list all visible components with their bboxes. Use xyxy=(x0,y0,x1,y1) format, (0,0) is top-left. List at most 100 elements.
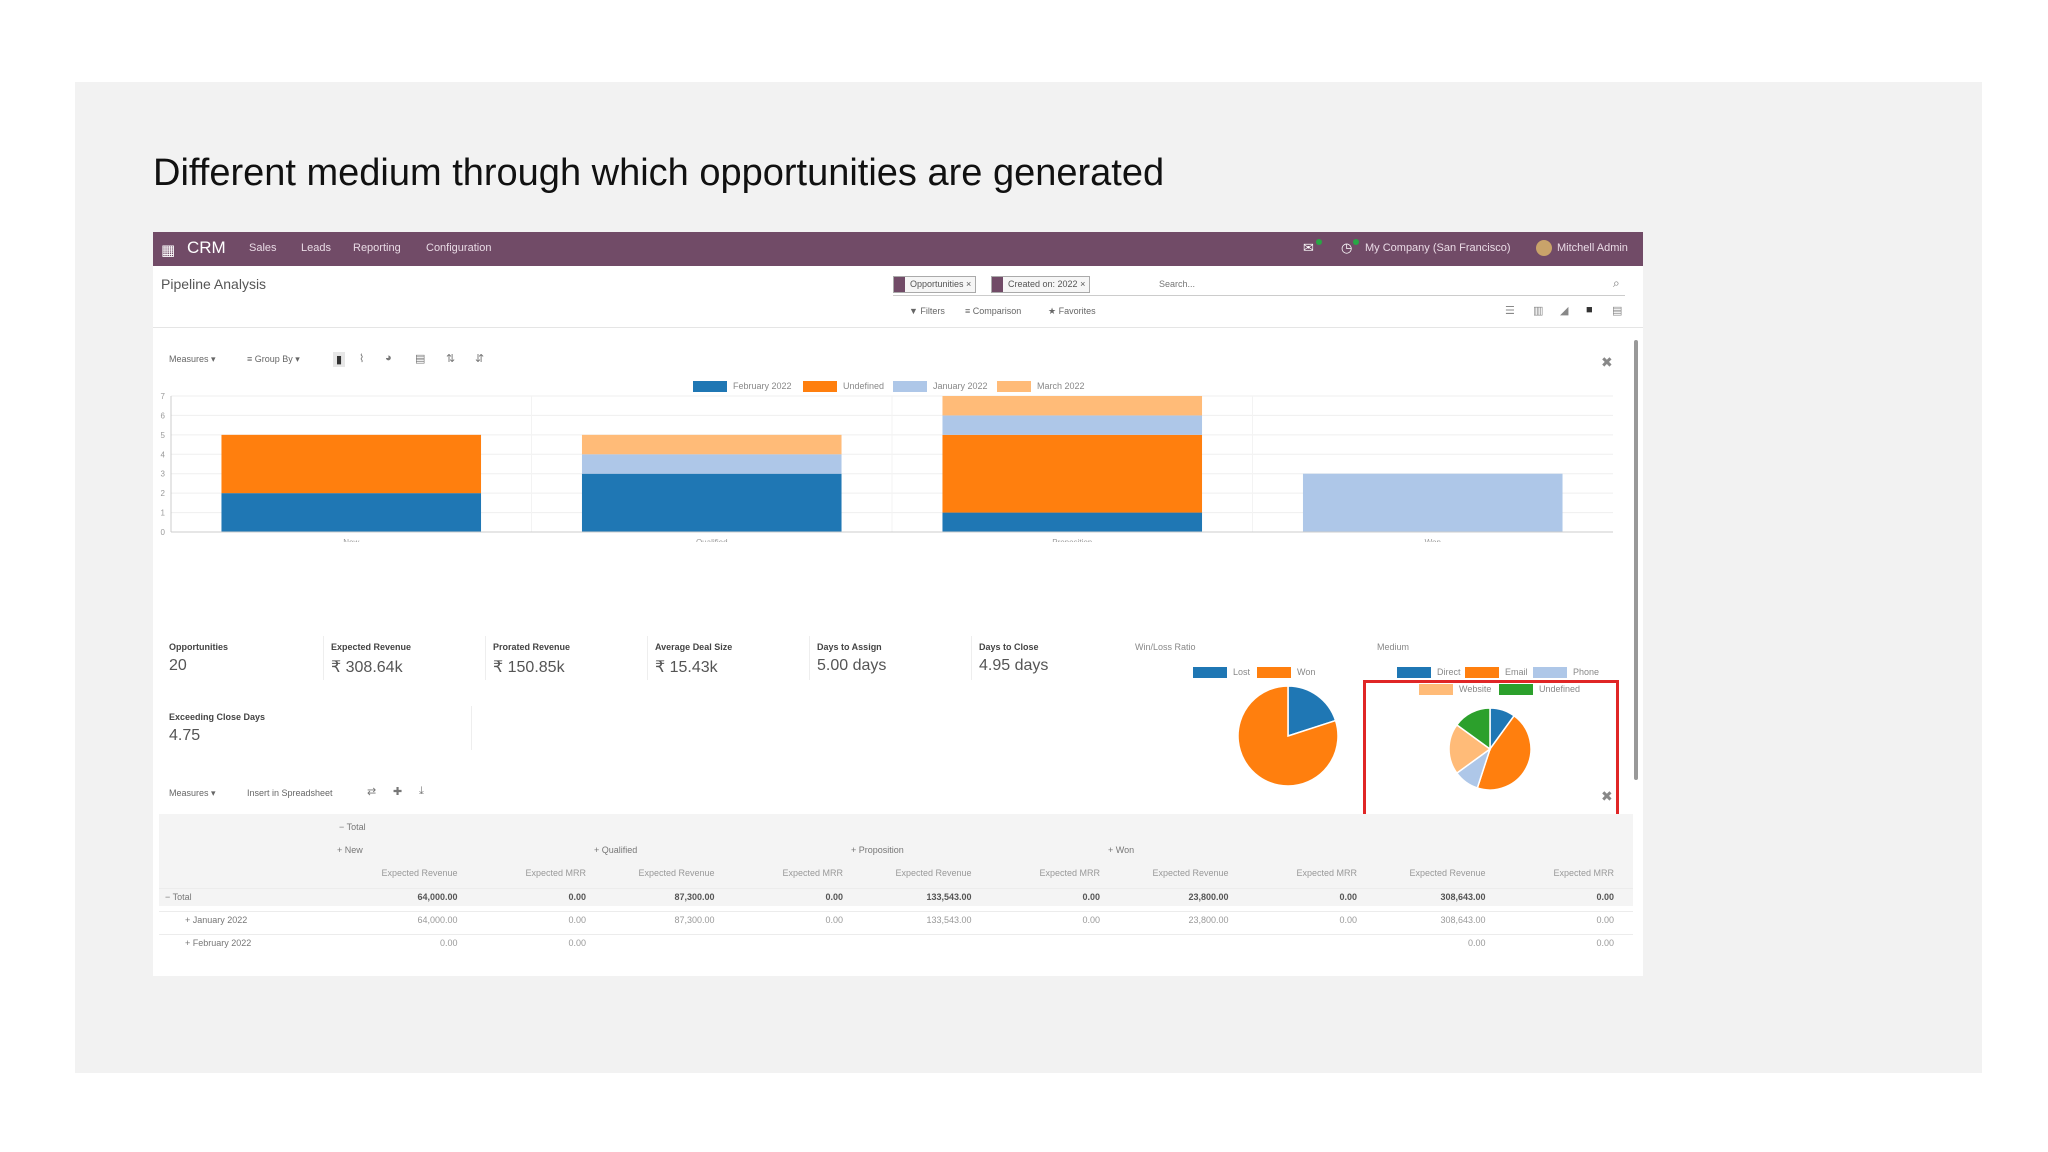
pivot-row-header[interactable]: + February 2022 xyxy=(185,938,252,948)
list-view-icon[interactable]: ☰ xyxy=(1505,305,1515,317)
insert-spreadsheet-button[interactable]: Insert in Spreadsheet xyxy=(247,788,333,798)
app-name[interactable]: CRM xyxy=(187,238,226,257)
flip-axis-icon[interactable]: ⇄ xyxy=(367,786,377,798)
pivot-measure-header[interactable]: Expected Revenue xyxy=(381,868,458,878)
pivot-cell[interactable]: 87,300.00 xyxy=(674,892,715,902)
pivot-cell[interactable]: 64,000.00 xyxy=(417,915,458,925)
pivot-cell[interactable]: 308,643.00 xyxy=(1440,892,1486,902)
line-chart-icon[interactable]: ⌇ xyxy=(359,353,365,365)
pivot-cell[interactable]: 133,543.00 xyxy=(926,915,972,925)
pivot-cell[interactable]: 0.00 xyxy=(1596,915,1614,925)
pivot-cell[interactable]: 0.00 xyxy=(1467,938,1486,948)
legend-march-2022[interactable]: March 2022 xyxy=(997,381,1085,393)
expand-all-icon[interactable]: ✚ xyxy=(393,786,403,798)
activity-clock-icon[interactable]: ◷ xyxy=(1341,240,1353,255)
legend-lost[interactable]: Lost xyxy=(1193,667,1250,679)
y-tick-label: 6 xyxy=(161,411,166,420)
legend-undefined[interactable]: Undefined xyxy=(803,381,884,393)
close-graph-icon[interactable]: ✖ xyxy=(1601,354,1613,370)
pivot-group-header[interactable]: + Proposition xyxy=(851,845,904,855)
pivot-measure-header[interactable]: Expected MRR xyxy=(1296,868,1357,878)
apps-grid-icon[interactable]: ▦ xyxy=(161,242,176,259)
chat-icon[interactable]: ✉ xyxy=(1303,240,1314,255)
close-pivot-icon[interactable]: ✖ xyxy=(1601,788,1613,804)
menu-leads[interactable]: Leads xyxy=(301,242,331,254)
pivot-cell[interactable]: 87,300.00 xyxy=(674,915,715,925)
pivot-cell[interactable]: 0.00 xyxy=(825,915,843,925)
avatar[interactable] xyxy=(1536,240,1552,256)
pivot-measures-dropdown[interactable]: Measures ▾ xyxy=(169,788,216,798)
pivot-cell[interactable]: 23,800.00 xyxy=(1188,892,1229,902)
pivot-cell[interactable]: 0.00 xyxy=(1339,892,1357,902)
pivot-group-header[interactable]: + New xyxy=(337,845,363,855)
kanban-view-icon[interactable]: ▥ xyxy=(1533,305,1544,317)
pivot-cell[interactable]: 308,643.00 xyxy=(1440,915,1486,925)
pie-chart-icon[interactable]: ◕ xyxy=(385,352,392,364)
pivot-total-header[interactable]: − Total xyxy=(339,822,366,832)
facet-created-on[interactable]: Created on: 2022 × xyxy=(991,276,1091,293)
pivot-group-header[interactable]: + Qualified xyxy=(594,845,638,855)
pivot-row-header[interactable]: + January 2022 xyxy=(185,915,248,925)
pivot-cell[interactable]: 0.00 xyxy=(568,938,586,948)
pivot-measure-header[interactable]: Expected Revenue xyxy=(1409,868,1486,878)
download-icon[interactable]: ⤓ xyxy=(419,785,424,797)
pivot-cell[interactable]: 0.00 xyxy=(825,892,843,902)
pivot-cell[interactable]: 0.00 xyxy=(1596,938,1614,948)
facet-opportunities[interactable]: Opportunities × xyxy=(893,276,977,293)
group-by-dropdown[interactable]: ≡ Group By ▾ xyxy=(247,354,300,364)
pivot-cell[interactable]: 0.00 xyxy=(1339,915,1357,925)
graph-view-icon[interactable]: ◢ xyxy=(1560,305,1569,317)
pivot-row-header[interactable]: − Total xyxy=(165,892,192,902)
kpi-opportunities-value[interactable]: 20 xyxy=(169,657,187,674)
legend-january-2022[interactable]: January 2022 xyxy=(893,381,988,393)
pivot-view-icon[interactable]: ▤ xyxy=(1612,305,1623,317)
legend-february-2022[interactable]: February 2022 xyxy=(693,381,792,393)
filters-button[interactable]: ▼ Filters xyxy=(909,306,945,316)
bar-chart-icon[interactable]: ▮ xyxy=(333,352,346,367)
kpi-average-deal-size-value[interactable]: ₹ 15.43k xyxy=(655,659,718,676)
kpi-days-to-close-value[interactable]: 4.95 days xyxy=(979,657,1049,674)
comparison-button[interactable]: ≡ Comparison xyxy=(965,306,1022,316)
pivot-group-header[interactable]: + Won xyxy=(1108,845,1135,855)
pivot-measure-header[interactable]: Expected Revenue xyxy=(895,868,972,878)
pivot-measure-header[interactable]: Expected Revenue xyxy=(1152,868,1229,878)
legend-phone[interactable]: Phone xyxy=(1533,667,1599,679)
pivot-cell[interactable]: 0.00 xyxy=(568,892,586,902)
sort-ascending-icon[interactable]: ⇵ xyxy=(475,353,485,365)
pivot-cell[interactable]: 64,000.00 xyxy=(417,892,458,902)
menu-configuration[interactable]: Configuration xyxy=(426,242,492,254)
kpi-days-to-assign-value[interactable]: 5.00 days xyxy=(817,657,887,674)
legend-won[interactable]: Won xyxy=(1257,667,1315,679)
legend-direct[interactable]: Direct xyxy=(1397,667,1461,679)
stacked-icon[interactable]: ▤ xyxy=(415,353,426,365)
kpi-exceeding-close-days-value[interactable]: 4.75 xyxy=(169,727,201,744)
kpi-expected-revenue-value[interactable]: ₹ 308.64k xyxy=(331,659,403,676)
legend-undefined-medium[interactable]: Undefined xyxy=(1499,684,1580,696)
pivot-cell[interactable]: 133,543.00 xyxy=(926,892,972,902)
pivot-cell[interactable]: 23,800.00 xyxy=(1188,915,1229,925)
user-menu[interactable]: Mitchell Admin xyxy=(1557,242,1628,254)
kpi-prorated-revenue-value[interactable]: ₹ 150.85k xyxy=(493,659,565,676)
legend-website[interactable]: Website xyxy=(1419,684,1491,696)
dashboard-view-icon[interactable]: ■ xyxy=(1586,304,1593,316)
company-switcher[interactable]: My Company (San Francisco) xyxy=(1365,242,1511,254)
pivot-measure-header[interactable]: Expected MRR xyxy=(1553,868,1614,878)
menu-sales[interactable]: Sales xyxy=(249,242,277,254)
pivot-measure-header[interactable]: Expected Revenue xyxy=(638,868,715,878)
pivot-cell[interactable]: 0.00 xyxy=(1082,892,1100,902)
pivot-cell[interactable]: 0.00 xyxy=(568,915,586,925)
search-input[interactable] xyxy=(1157,273,1601,295)
pivot-cell[interactable]: 0.00 xyxy=(1596,892,1614,902)
measures-dropdown[interactable]: Measures ▾ xyxy=(169,354,216,364)
pivot-cell[interactable]: 0.00 xyxy=(1082,915,1100,925)
legend-email[interactable]: Email xyxy=(1465,667,1528,679)
pivot-measure-header[interactable]: Expected MRR xyxy=(525,868,586,878)
favorites-button[interactable]: ★ Favorites xyxy=(1048,306,1096,316)
menu-reporting[interactable]: Reporting xyxy=(353,242,401,254)
sort-descending-icon[interactable]: ⇅ xyxy=(446,353,456,365)
pivot-measure-header[interactable]: Expected MRR xyxy=(782,868,843,878)
pivot-measure-header[interactable]: Expected MRR xyxy=(1039,868,1100,878)
search-icon[interactable]: ⌕ xyxy=(1613,276,1620,290)
pivot-cell[interactable]: 0.00 xyxy=(439,938,458,948)
scrollbar[interactable] xyxy=(1634,340,1638,780)
